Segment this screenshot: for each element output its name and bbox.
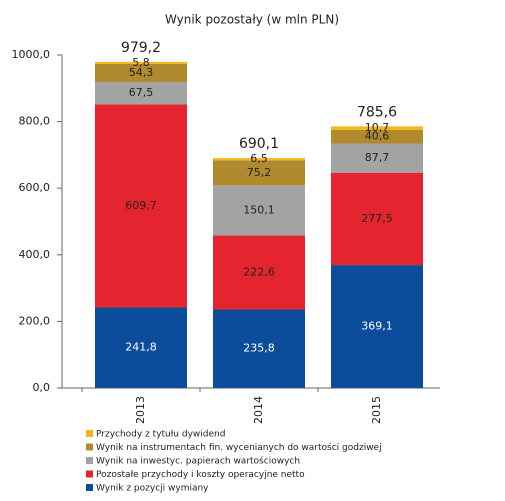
bar-segment <box>331 126 423 130</box>
bar-segment <box>95 104 187 308</box>
data-label: 241,8 <box>125 341 157 354</box>
data-label: 369,1 <box>361 320 393 333</box>
bar-segment <box>331 129 423 144</box>
x-tick-label: 2014 <box>252 396 265 424</box>
legend-label: Wynik na inwestyc. papierach wartościowy… <box>96 456 300 467</box>
legend-swatch <box>86 443 93 451</box>
y-tick-label: 800,0 <box>19 115 51 128</box>
bar-segment <box>95 63 187 82</box>
data-label: 277,5 <box>361 212 393 225</box>
total-label: 979,2 <box>121 40 161 56</box>
data-label: 40,6 <box>365 130 390 143</box>
data-label: 222,6 <box>243 265 275 278</box>
data-label: 67,5 <box>129 86 154 99</box>
data-label: 75,2 <box>247 166 272 179</box>
y-tick-label: 400,0 <box>19 248 51 261</box>
chart-title: Wynik pozostały (w mln PLN) <box>165 13 339 27</box>
bar-segment <box>331 172 423 266</box>
legend-label: Przychody z tytułu dywidend <box>96 430 225 440</box>
legend-label: Wynik z pozycji wymiany <box>96 484 209 494</box>
total-label: 785,6 <box>357 104 397 120</box>
total-label: 690,1 <box>239 136 279 152</box>
bar-segment <box>213 235 305 310</box>
data-label: 5,8 <box>132 56 150 69</box>
legend-label: Pozostałe przychody i koszty operacyjne … <box>96 470 305 480</box>
bar-segment <box>213 160 305 186</box>
legend-swatch <box>86 457 93 464</box>
bar-segment <box>331 143 423 173</box>
bar-segment <box>95 81 187 105</box>
legend-label: Wynik na instrumentach fin. wycenianych … <box>96 442 382 453</box>
bar-segment <box>213 158 305 161</box>
legend-swatch <box>86 484 93 491</box>
data-label: 54,3 <box>129 66 154 79</box>
bar-segment <box>95 61 187 64</box>
data-label: 150,1 <box>243 203 275 216</box>
legend-swatch <box>86 430 93 437</box>
bar-segment <box>213 309 305 388</box>
data-label: 609,7 <box>125 199 157 212</box>
y-tick-label: 0,0 <box>33 381 51 394</box>
bar-segment <box>213 185 305 236</box>
data-label: 235,8 <box>243 342 275 355</box>
data-label: 87,7 <box>365 151 390 164</box>
bar-segment <box>331 265 423 388</box>
bar-segment <box>95 307 187 388</box>
y-tick-label: 1000,0 <box>12 48 51 61</box>
data-label: 10,7 <box>365 121 390 134</box>
data-label: 6,5 <box>250 152 268 165</box>
y-tick-label: 200,0 <box>19 314 51 327</box>
legend-swatch <box>86 470 93 478</box>
y-tick-label: 600,0 <box>19 181 51 194</box>
x-tick-label: 2015 <box>370 396 383 424</box>
x-tick-label: 2013 <box>134 396 147 424</box>
